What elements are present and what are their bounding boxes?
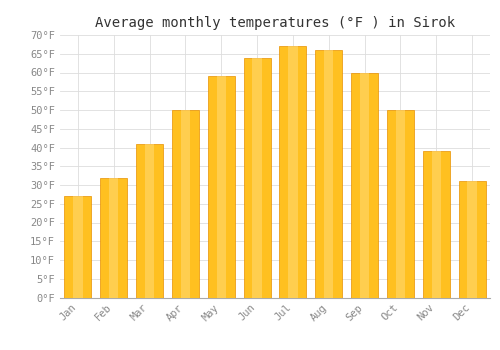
Bar <box>172 110 199 298</box>
Bar <box>324 50 334 298</box>
Title: Average monthly temperatures (°F ) in Sirok: Average monthly temperatures (°F ) in Si… <box>95 16 455 30</box>
Bar <box>208 76 234 298</box>
Bar <box>216 76 226 298</box>
Bar <box>288 46 298 298</box>
Bar <box>109 177 118 298</box>
Bar <box>396 110 405 298</box>
Bar <box>73 196 83 298</box>
Bar <box>351 72 378 298</box>
Bar <box>145 144 154 298</box>
Bar <box>180 110 190 298</box>
Bar <box>316 50 342 298</box>
Bar <box>432 151 441 298</box>
Bar <box>244 57 270 298</box>
Bar <box>387 110 414 298</box>
Bar <box>423 151 450 298</box>
Bar <box>280 46 306 298</box>
Bar <box>252 57 262 298</box>
Bar <box>100 177 127 298</box>
Bar <box>468 181 477 298</box>
Bar <box>458 181 485 298</box>
Bar <box>64 196 92 298</box>
Bar <box>360 72 370 298</box>
Bar <box>136 144 163 298</box>
